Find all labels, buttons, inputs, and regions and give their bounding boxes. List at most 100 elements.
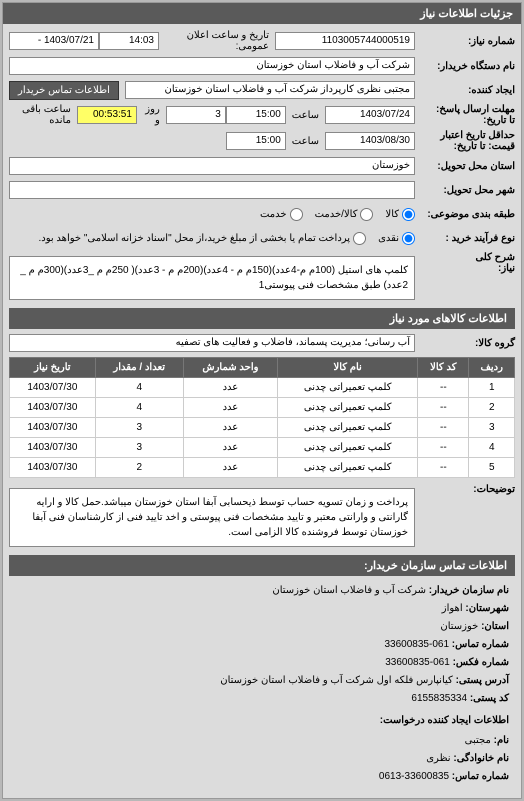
creator-header: اطلاعات ایجاد کننده درخواست: [15,712,509,730]
cell-code: -- [418,458,469,478]
label-buyer: نام دستگاه خریدار: [415,61,515,72]
table-row: 5--کلمپ تعمیراتی چدنیعدد21403/07/30 [10,458,515,478]
cell-qty: 4 [95,378,183,398]
label-creator: ایجاد کننده: [415,85,515,96]
row-explanations: توضیحات: پرداخت و زمان تسویه حساب توسط ذ… [9,484,515,551]
creator-name: نام: مجتبی [15,732,509,750]
th-code: کد کالا [418,358,469,378]
label-explanations: توضیحات: [415,484,515,495]
cell-date: 1403/07/30 [10,378,96,398]
row-buyer: نام دستگاه خریدار: شرکت آب و فاضلاب استا… [9,56,515,76]
cell-row: 1 [469,378,515,398]
purchase-type-group: نقدی پرداخت تمام یا بخشی از مبلغ خرید،از… [38,232,415,245]
field-validity-date: 1403/08/30 [325,132,415,150]
radio-cash-input[interactable] [402,232,415,245]
cell-unit: عدد [183,378,277,398]
table-row: 4--کلمپ تعمیراتی چدنیعدد31403/07/30 [10,438,515,458]
field-validity-time: 15:00 [226,132,286,150]
radio-goods-input[interactable] [402,208,415,221]
cell-name: کلمپ تعمیراتی چدنی [278,418,418,438]
label-delivery-state: استان محل تحویل: [415,161,515,172]
radio-installment-input[interactable] [353,232,366,245]
contact-state: استان: خوزستان [15,618,509,636]
category-radio-group: کالا کالا/خدمت خدمت [260,208,415,221]
label-deadline: مهلت ارسال پاسخ: تا تاریخ: [415,104,515,126]
creator-family: نام خانوادگی: نظری [15,750,509,768]
row-delivery-city: شهر محل تحویل: [9,180,515,200]
cell-name: کلمپ تعمیراتی چدنی [278,438,418,458]
goods-info-header: اطلاعات کالاهای مورد نیاز [9,308,515,329]
field-buyer: شرکت آب و فاضلاب استان خوزستان [9,57,415,75]
contact-section: نام سازمان خریدار: شرکت آب و فاضلاب استا… [9,576,515,792]
row-delivery-state: استان محل تحویل: خوزستان [9,156,515,176]
row-validity: حداقل تاریخ اعتبار قیمت: تا تاریخ: 1403/… [9,130,515,152]
label-validity: حداقل تاریخ اعتبار قیمت: تا تاریخ: [415,130,515,152]
field-delivery-city [9,181,415,199]
radio-installment[interactable]: پرداخت تمام یا بخشی از مبلغ خرید،از محل … [38,232,366,245]
row-deadline: مهلت ارسال پاسخ: تا تاریخ: 1403/07/24 سا… [9,104,515,126]
cell-code: -- [418,378,469,398]
field-delivery-state: خوزستان [9,157,415,175]
field-deadline-date: 1403/07/24 [325,106,415,124]
label-purchase-type: نوع فرآیند خرید : [415,233,515,244]
radio-goods[interactable]: کالا [385,208,415,221]
cell-qty: 3 [95,418,183,438]
table-row: 2--کلمپ تعمیراتی چدنیعدد41403/07/30 [10,398,515,418]
radio-goods-service-input[interactable] [360,208,373,221]
main-panel: جزئیات اطلاعات نیاز شماره نیاز: 11030057… [2,2,522,799]
radio-service-input[interactable] [290,208,303,221]
cell-date: 1403/07/30 [10,418,96,438]
cell-qty: 4 [95,398,183,418]
contact-city: شهرستان: اهواز [15,600,509,618]
field-announce-to: 1403/07/21 - [9,32,99,50]
th-name: نام کالا [278,358,418,378]
label-category: طبقه بندی موضوعی: [415,209,515,220]
cell-name: کلمپ تعمیراتی چدنی [278,378,418,398]
radio-goods-service[interactable]: کالا/خدمت [315,208,374,221]
field-need-number: 1103005744000519 [275,32,415,50]
contact-header: اطلاعات تماس سازمان خریدار: [9,555,515,576]
table-row: 1--کلمپ تعمیراتی چدنیعدد41403/07/30 [10,378,515,398]
radio-cash[interactable]: نقدی [378,232,415,245]
contact-buyer-button[interactable]: اطلاعات تماس خریدار [9,81,119,100]
th-date: تاریخ نیاز [10,358,96,378]
cell-date: 1403/07/30 [10,458,96,478]
label-announce: تاریخ و ساعت اعلان عمومی: [159,30,275,52]
cell-date: 1403/07/30 [10,438,96,458]
cell-row: 5 [469,458,515,478]
cell-code: -- [418,418,469,438]
label-time1: ساعت [286,110,325,121]
cell-row: 4 [469,438,515,458]
row-category: طبقه بندی موضوعی: کالا کالا/خدمت خدمت [9,204,515,224]
label-delivery-city: شهر محل تحویل: [415,185,515,196]
creator-phone: شماره تماس: 33600835-0613 [15,768,509,786]
cell-unit: عدد [183,418,277,438]
field-explanations: پرداخت و زمان تسویه حساب توسط ذیحسابی آب… [9,488,415,547]
field-time-left: 00:53:51 [77,106,137,124]
table-row: 3--کلمپ تعمیراتی چدنیعدد31403/07/30 [10,418,515,438]
cell-unit: عدد [183,458,277,478]
field-general-desc: کلمپ های استیل (100م م-4عدد)(150م م - 4ع… [9,256,415,300]
label-goods-group: گروه کالا: [415,338,515,349]
contact-postal-code: کد پستی: 6155835334 [15,690,509,708]
radio-service[interactable]: خدمت [260,208,303,221]
row-creator: ایجاد کننده: مجتبی نظری کارپرداز شرکت آب… [9,80,515,100]
cell-code: -- [418,398,469,418]
cell-unit: عدد [183,398,277,418]
cell-name: کلمپ تعمیراتی چدنی [278,458,418,478]
contact-org-name: نام سازمان خریدار: شرکت آب و فاضلاب استا… [15,582,509,600]
cell-unit: عدد [183,438,277,458]
label-need-number: شماره نیاز: [415,36,515,47]
th-row: ردیف [469,358,515,378]
cell-row: 3 [469,418,515,438]
contact-fax: شماره فکس: 061-33600835 [15,654,509,672]
label-time2: ساعت [286,136,325,147]
panel-body: شماره نیاز: 1103005744000519 تاریخ و ساع… [3,24,521,798]
cell-name: کلمپ تعمیراتی چدنی [278,398,418,418]
cell-qty: 3 [95,438,183,458]
row-general-desc: شرح کلی نیاز: کلمپ های استیل (100م م-4عد… [9,252,515,304]
label-general-desc: شرح کلی نیاز: [415,252,515,274]
cell-qty: 2 [95,458,183,478]
cell-date: 1403/07/30 [10,398,96,418]
th-qty: تعداد / مقدار [95,358,183,378]
